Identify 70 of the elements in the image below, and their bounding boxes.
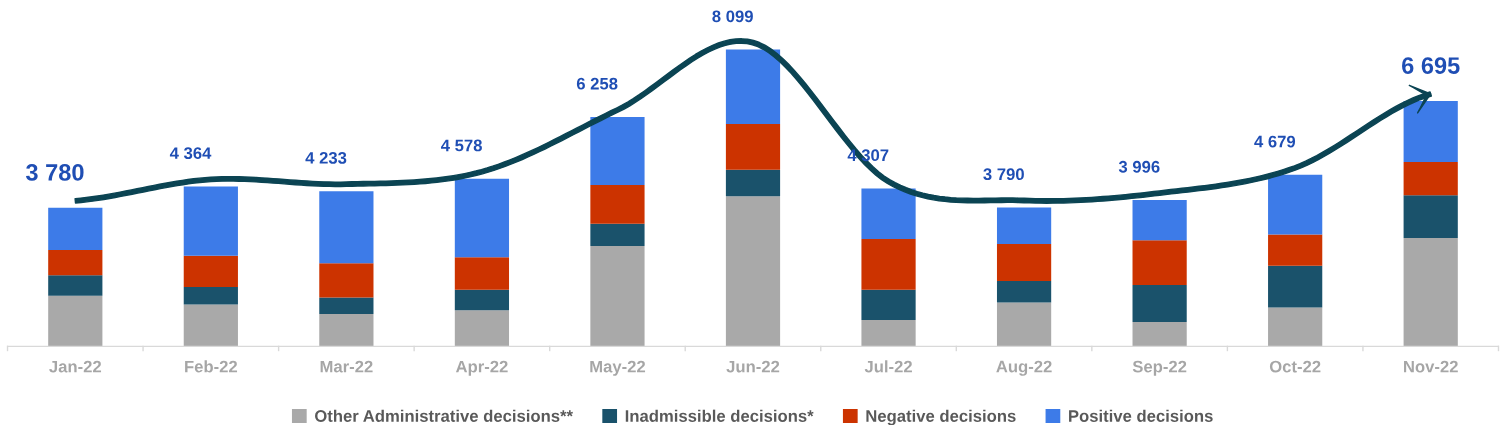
bar (48, 275, 103, 296)
x-tick-label: Jan-22 (49, 360, 102, 373)
legend-label: Positive decisions (1069, 409, 1213, 422)
annotation: 3 996 (1118, 160, 1160, 173)
bar (319, 314, 374, 347)
bar (454, 310, 510, 347)
bar (183, 255, 238, 288)
bar (1403, 100, 1458, 163)
x-tick-label: Oct-22 (1269, 360, 1321, 373)
bar (454, 178, 510, 258)
x-tick-label: Jun-22 (726, 360, 780, 373)
bar (1403, 162, 1458, 196)
legend-label: Negative decisions (866, 409, 1016, 425)
bar (996, 243, 1052, 282)
x-tick-label: May-22 (590, 360, 646, 376)
bar (1132, 240, 1187, 285)
bar (454, 257, 510, 290)
annotation: 4 233 (305, 151, 347, 164)
bar (996, 207, 1052, 244)
bar (1268, 265, 1323, 308)
x-tick-label: Mar-22 (320, 360, 373, 373)
bar (590, 246, 645, 347)
bar (725, 169, 781, 197)
x-tick-label: Nov-22 (1404, 360, 1458, 373)
x-tick-label: Aug-22 (996, 360, 1052, 376)
bar (1268, 234, 1323, 266)
bar (861, 289, 916, 320)
bar (1132, 284, 1187, 323)
bar (319, 263, 374, 298)
bar (454, 289, 510, 311)
bar (183, 304, 238, 347)
bar (590, 184, 645, 224)
bar (590, 116, 645, 185)
bar (590, 223, 645, 247)
annotation: 3 780 (25, 164, 84, 181)
bar (725, 196, 781, 347)
bar (1403, 195, 1458, 239)
bar (183, 186, 238, 256)
annotation: 6 695 (1402, 57, 1460, 74)
bar (1403, 238, 1458, 347)
bar (319, 191, 374, 264)
bar (48, 295, 103, 347)
legend-label: Other Administrative decisions** (315, 409, 574, 422)
annotation: 4 578 (440, 139, 482, 152)
bar (1132, 322, 1187, 347)
x-tick-label: Feb-22 (185, 360, 238, 373)
annotation: 4 364 (169, 147, 212, 160)
bar (1268, 174, 1323, 235)
bar (48, 207, 103, 250)
x-tick-label: Apr-22 (455, 360, 508, 376)
legend-label: Inadmissible decisions* (625, 409, 814, 422)
annotation: 3 790 (983, 168, 1024, 181)
annotation: 4 679 (1254, 135, 1296, 148)
bar (1132, 200, 1187, 241)
annotation: 6 258 (576, 77, 618, 90)
bar (725, 49, 781, 125)
bar (725, 124, 781, 170)
annotation: 4 307 (847, 149, 889, 162)
bar (1268, 307, 1323, 347)
x-tick-label: Jul-22 (864, 360, 912, 373)
bar (861, 238, 916, 290)
annotation: 8 099 (712, 10, 753, 23)
bar (861, 319, 916, 347)
bar (183, 287, 238, 305)
bar (319, 297, 374, 315)
bar (48, 249, 103, 276)
bar (996, 281, 1052, 303)
x-tick-label: Sep-22 (1132, 360, 1187, 376)
bar (996, 302, 1052, 347)
bar (861, 188, 916, 239)
